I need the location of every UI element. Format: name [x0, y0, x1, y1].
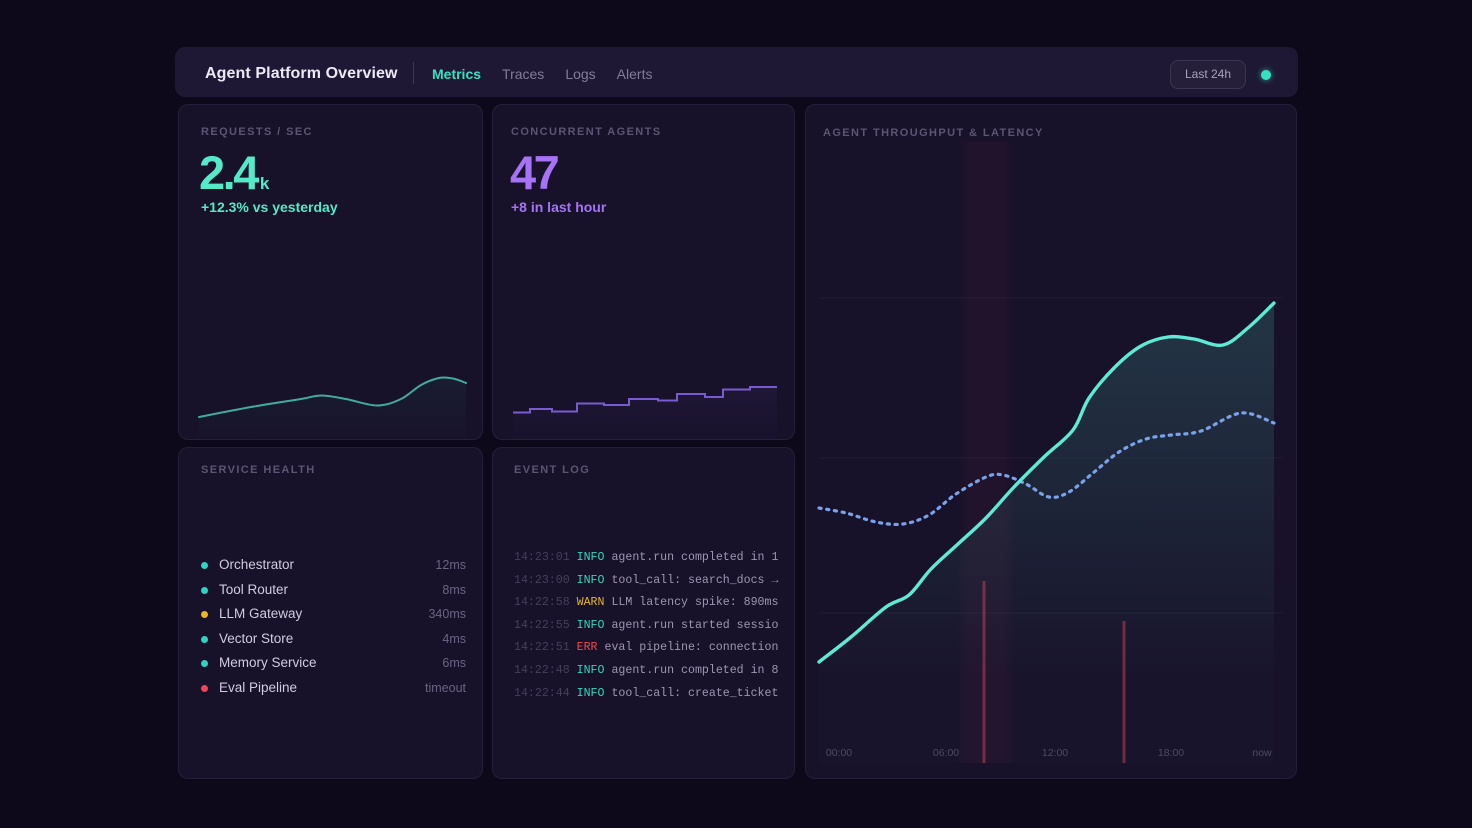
svg-text:00:00: 00:00 — [826, 747, 852, 759]
svg-text:now: now — [1252, 747, 1272, 759]
svg-text:12:00: 12:00 — [1042, 747, 1068, 759]
svg-text:18:00: 18:00 — [1158, 747, 1184, 759]
svg-text:06:00: 06:00 — [933, 747, 959, 759]
